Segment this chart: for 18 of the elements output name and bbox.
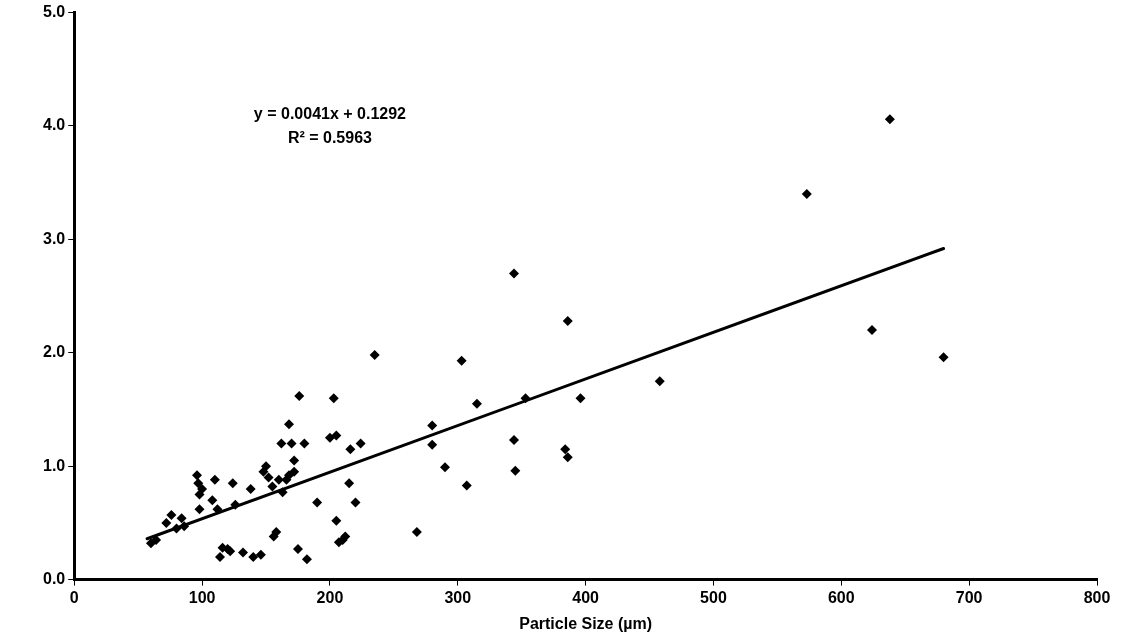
y-tick-label: 3.0 [42, 229, 66, 247]
y-tick-label: 0.0 [42, 570, 66, 588]
x-tick-label: 100 [188, 588, 216, 606]
y-tick-label: 1.0 [42, 456, 66, 474]
x-tick-label: 700 [955, 588, 983, 606]
y-tick-label: 5.0 [42, 3, 66, 21]
annotation: y = 0.0041x + 0.1292 [253, 105, 407, 123]
x-tick-label: 200 [316, 588, 344, 606]
x-tick-label: 0 [69, 588, 79, 606]
x-tick-label: 400 [572, 588, 600, 606]
x-tick-label: 600 [827, 588, 855, 606]
y-tick-label: 4.0 [42, 116, 66, 134]
y-tick-label: 2.0 [42, 343, 66, 361]
annotation: R² = 0.5963 [287, 129, 373, 147]
x-tick-label: 300 [444, 588, 472, 606]
x-tick-label: 800 [1083, 588, 1111, 606]
x-tick-label: 500 [700, 588, 727, 606]
x-axis-title: Particle Size (µm) [519, 614, 653, 632]
